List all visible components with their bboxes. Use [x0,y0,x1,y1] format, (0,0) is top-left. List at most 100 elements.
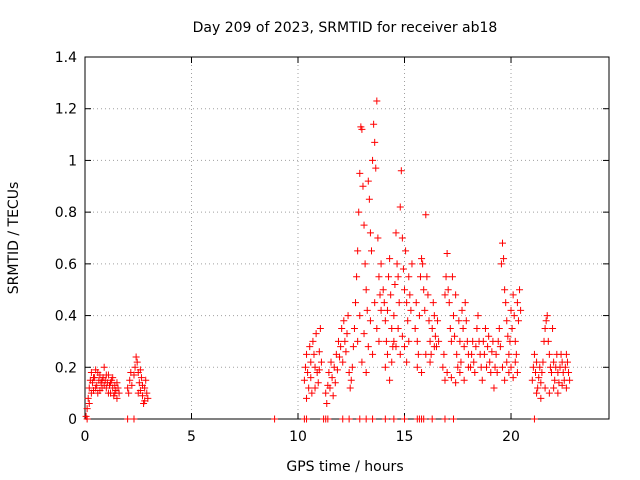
data-point [333,366,341,374]
data-point [88,379,96,387]
data-point [356,169,364,177]
data-point [488,348,496,356]
data-point [503,317,511,325]
y-tick-label: 0.6 [55,257,77,273]
data-point [362,286,370,294]
data-point [133,358,141,366]
data-point [305,384,313,392]
data-point [355,208,363,216]
data-point [83,415,91,423]
data-point [447,374,455,382]
data-point [388,358,396,366]
data-point [338,325,346,332]
data-point [452,291,460,299]
data-point [402,247,410,255]
data-point [471,368,479,376]
data-point [561,363,569,371]
data-point [443,250,451,258]
data-point [310,350,318,358]
data-point [459,325,467,332]
data-point [473,325,481,332]
data-point [405,337,413,345]
data-point [533,389,541,397]
data-point [425,317,433,325]
data-point [457,358,465,366]
data-point [96,387,104,395]
data-point [141,397,149,405]
data-point [104,389,112,397]
data-point [130,415,138,423]
data-point [383,350,391,358]
data-point [418,368,426,376]
data-point [514,317,522,325]
data-point [358,125,366,133]
data-point [545,350,553,358]
data-point [107,379,115,387]
data-point [529,363,537,371]
data-point [382,337,390,345]
x-tick-label: 15 [396,429,414,445]
data-point [339,358,347,366]
data-point [444,286,452,294]
data-point [509,291,517,299]
data-point [458,306,466,314]
data-point [456,368,464,376]
data-point [336,353,344,361]
data-point [387,291,395,299]
data-point [375,337,383,345]
data-point [322,389,330,397]
data-point [550,384,558,392]
data-point [87,368,95,376]
data-point [390,312,398,320]
data-point [347,376,355,384]
data-point [397,167,405,175]
x-axis-title: GPS time / hours [286,459,403,475]
data-point [381,363,389,371]
data-point [386,255,394,263]
data-point [542,317,550,325]
data-point [385,273,393,281]
data-point [125,389,133,397]
data-point [377,306,385,314]
data-point [139,381,147,389]
data-point [470,358,478,366]
data-point [446,325,454,332]
data-point [530,350,538,358]
data-point [439,363,447,371]
data-point [460,343,468,351]
data-point [131,363,139,371]
data-point [395,299,403,307]
data-point [426,337,434,345]
data-point [501,376,509,384]
data-point [545,389,553,397]
data-point [326,384,334,392]
data-point [474,312,482,320]
data-point [549,325,557,332]
data-point [366,317,374,325]
data-point [533,358,541,366]
data-point [311,384,319,392]
data-point [388,325,396,332]
data-point [544,337,552,345]
data-point [356,415,364,423]
data-point [422,350,430,358]
data-point [126,376,134,384]
data-point [428,415,436,423]
data-point [380,299,388,307]
data-point [478,376,486,384]
data-point [306,343,314,351]
data-point [543,312,551,320]
data-point [502,299,510,307]
data-point [329,392,337,400]
y-tick-label: 1 [68,153,77,169]
chart-title: Day 209 of 2023, SRMTID for receiver ab1… [193,20,498,36]
data-point [487,368,495,376]
y-tick-label: 0.8 [55,205,77,221]
data-point [486,358,494,366]
data-point [420,415,428,423]
data-point [300,376,308,384]
data-point [393,260,401,268]
data-point [554,389,562,397]
y-tick-label: 0.4 [55,309,77,325]
data-point [124,384,132,392]
